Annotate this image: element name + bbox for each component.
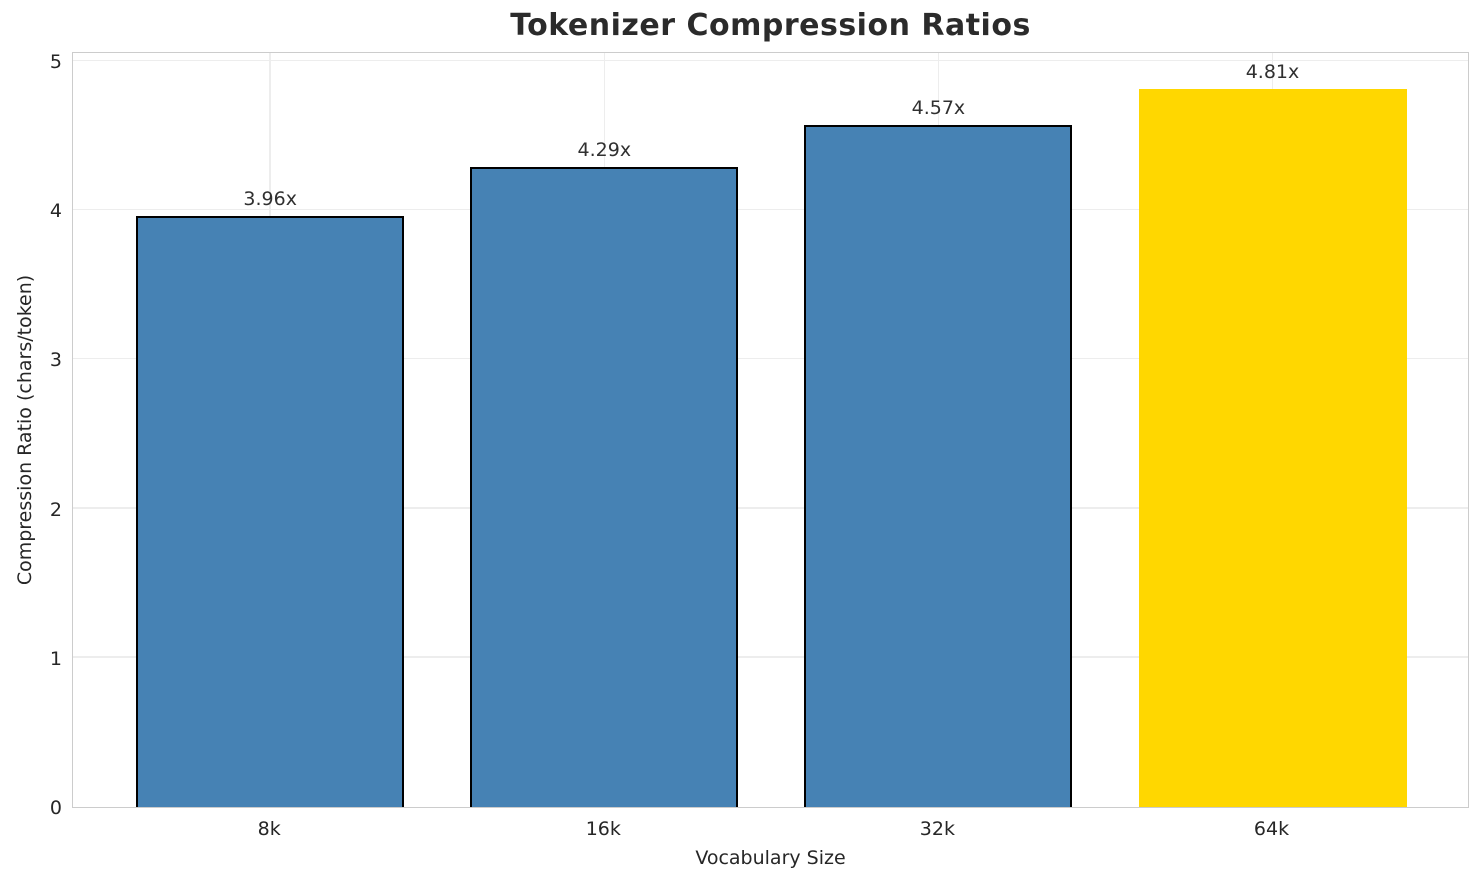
gridline-y-3 [73,357,1468,360]
y-tick-0: 0 [49,797,62,819]
gridline-y-2 [73,507,1468,509]
y-tick-4: 4 [49,200,62,223]
bar-value-label-16k: 4.29x [577,138,632,161]
chart-title: Tokenizer Compression Ratios [510,8,1031,43]
y-tick-5: 5 [49,51,62,73]
gridline-y-4 [73,208,1468,211]
bar-value-label-32k: 4.57x [911,97,966,120]
y-tick-2: 2 [49,498,62,521]
bar-64k [1138,89,1407,807]
x-tick-32k: 32k [919,818,955,840]
bar-16k [470,166,739,807]
x-tick-16k: 16k [585,818,621,840]
x-axis-label: Vocabulary Size [695,847,846,869]
bar-32k [804,125,1073,807]
bar-8k [136,216,405,807]
y-tick-3: 3 [49,349,62,372]
plot-area: 3.96x 4.29x 4.57x 4.81x [72,52,1469,808]
gridline-y-1 [73,656,1468,658]
x-tick-8k: 8k [257,818,281,840]
bar-value-label-8k: 3.96x [243,188,297,211]
bar-value-label-64k: 4.81x [1245,61,1300,84]
y-tick-1: 1 [49,647,62,670]
gridline-y-5 [73,59,1468,61]
y-axis-label: Compression Ratio (chars/token) [14,274,36,586]
x-tick-64k: 64k [1253,818,1290,840]
